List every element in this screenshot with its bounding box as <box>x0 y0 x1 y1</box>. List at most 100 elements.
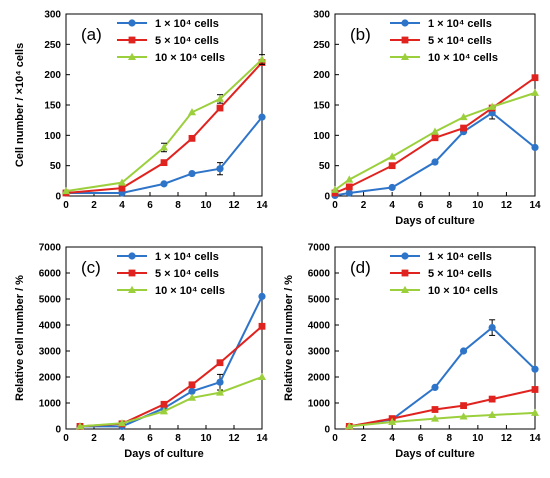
x-tick-label: 12 <box>501 200 513 211</box>
legend-marker <box>401 36 409 44</box>
y-tick-label: 0 <box>55 425 61 436</box>
legend-marker <box>128 252 136 260</box>
legend-marker <box>401 52 409 60</box>
series-1 <box>76 292 266 430</box>
panel-d: 0 2 4 6 8 10 12 14 0 1000 2000 3000 4000 5000 6000 7000… <box>283 243 541 461</box>
legend-label: 5 × 10⁴ cells <box>428 268 492 280</box>
series-3 <box>345 408 539 430</box>
data-point <box>431 414 439 422</box>
data-point <box>160 407 168 415</box>
x-tick-label: 0 <box>332 433 338 444</box>
x-tick-label: 6 <box>147 433 153 444</box>
data-point <box>188 381 196 389</box>
x-tick-label: 8 <box>447 433 453 444</box>
legend-label: 5 × 10⁴ cells <box>155 35 219 47</box>
x-tick-label: 4 <box>119 200 125 211</box>
x-tick-label: 0 <box>332 200 338 211</box>
x-tick-label: 2 <box>361 200 367 211</box>
data-point <box>431 406 439 413</box>
data-point <box>460 402 467 409</box>
data-point <box>118 184 126 192</box>
data-point <box>531 143 539 152</box>
y-tick-label: 7000 <box>39 243 62 254</box>
panel-c: 0 2 4 6 8 10 12 14 0 1000 2000 3000 4000 5000 6000 7000… <box>14 243 268 461</box>
y-axis-label: Relative cell number / % <box>14 275 26 401</box>
y-tick-label: 4000 <box>39 321 62 332</box>
x-tick-label: 0 <box>63 200 69 211</box>
x-axis-label: Days of culture <box>124 448 203 460</box>
x-tick-label: 6 <box>418 433 424 444</box>
y-tick-label: 1000 <box>39 399 62 410</box>
data-point <box>188 169 196 178</box>
y-tick-label: 2000 <box>308 373 331 384</box>
panel-label: (a) <box>81 25 102 44</box>
data-point <box>345 422 354 430</box>
data-point <box>459 112 468 121</box>
data-point <box>531 408 539 416</box>
data-point <box>160 159 168 167</box>
y-tick-label: 4000 <box>308 321 331 332</box>
data-point <box>488 324 496 332</box>
series-3 <box>331 88 539 193</box>
y-axis-label: Cell number / ×10⁴ cells <box>14 43 26 167</box>
x-tick-label: 4 <box>389 200 395 211</box>
y-tick-label: 50 <box>319 161 331 172</box>
x-tick-label: 10 <box>472 200 484 211</box>
data-point <box>431 383 439 391</box>
legend-label: 10 × 10⁴ cells <box>155 285 225 297</box>
x-tick-label: 2 <box>91 433 97 444</box>
data-point <box>459 412 468 420</box>
data-point <box>258 372 266 380</box>
data-point <box>388 183 396 192</box>
series-line <box>349 326 536 428</box>
legend-label: 1 × 10⁴ cells <box>155 18 219 30</box>
y-tick-label: 250 <box>44 40 61 51</box>
data-point <box>118 419 126 427</box>
data-point <box>216 104 224 112</box>
data-point <box>345 175 354 183</box>
series-line <box>334 91 536 191</box>
y-tick-label: 100 <box>313 131 330 142</box>
legend-marker <box>401 269 409 277</box>
data-point <box>188 108 196 116</box>
data-point <box>331 185 339 193</box>
series-1 <box>331 106 539 199</box>
legend-marker <box>128 52 136 60</box>
x-tick-label: 6 <box>147 200 153 211</box>
y-tick-label: 150 <box>44 101 61 112</box>
legend-marker <box>128 269 136 277</box>
data-point <box>62 186 70 195</box>
data-point <box>460 124 467 132</box>
legend-label: 10 × 10⁴ cells <box>155 52 225 64</box>
y-tick-label: 200 <box>44 70 61 81</box>
series-line <box>349 388 536 428</box>
data-point <box>216 388 224 396</box>
data-point <box>188 387 196 395</box>
series-line <box>79 376 263 428</box>
y-tick-label: 3000 <box>39 347 62 358</box>
data-point <box>388 162 396 170</box>
x-tick-label: 4 <box>389 433 395 444</box>
legend-marker <box>128 36 136 44</box>
series-line <box>80 295 263 428</box>
data-point <box>488 410 497 418</box>
data-point <box>160 180 168 188</box>
data-point <box>216 378 224 386</box>
legend-marker <box>401 19 409 27</box>
x-axis-label: Days of culture <box>395 448 474 460</box>
panel-label: (c) <box>81 258 101 277</box>
y-tick-label: 7000 <box>308 243 331 254</box>
data-point <box>160 400 168 408</box>
x-tick-label: 10 <box>200 433 212 444</box>
legend-label: 5 × 10⁴ cells <box>155 268 219 280</box>
data-point <box>188 393 196 401</box>
x-axis-label: Days of culture <box>395 215 474 227</box>
series-line <box>334 111 536 197</box>
panel-b: 0 2 4 6 8 10 12 14 0 50 100 150 200 250 300 Days of cul… <box>313 10 541 228</box>
y-tick-label: 0 <box>324 425 330 436</box>
series-line <box>66 116 263 194</box>
y-tick-label: 100 <box>44 131 61 142</box>
series-line <box>65 61 263 194</box>
legend-label: 5 × 10⁴ cells <box>428 35 492 47</box>
y-tick-label: 6000 <box>39 269 62 280</box>
